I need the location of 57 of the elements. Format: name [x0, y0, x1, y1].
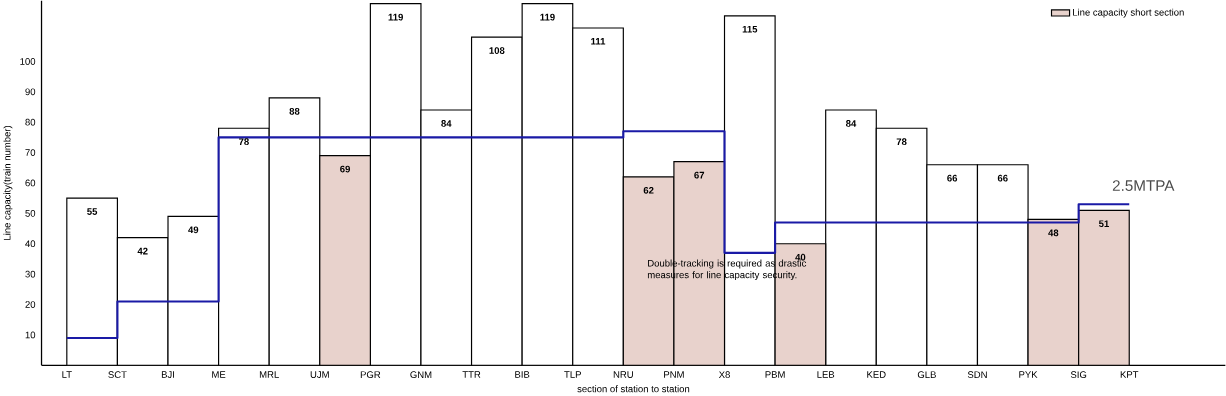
data-label: 62 — [643, 187, 654, 194]
series-label: 2.5MTPA — [1112, 180, 1175, 192]
x-tick-label: BIB — [515, 371, 530, 378]
x-tick-label: KPT — [1120, 371, 1139, 378]
data-label: 119 — [540, 13, 555, 21]
y-tick-label: 10 — [25, 331, 36, 339]
data-label: 66 — [997, 174, 1008, 182]
y-tick-label: 80 — [25, 118, 36, 126]
y-tick-label: 100 — [20, 58, 36, 65]
data-label: 78 — [239, 138, 249, 146]
data-label: 66 — [947, 174, 958, 182]
data-label: 111 — [591, 38, 606, 45]
x-tick-label: PYK — [1019, 371, 1038, 378]
data-label: 55 — [87, 208, 98, 215]
x-tick-label: ME — [212, 371, 226, 378]
data-label: 84 — [441, 120, 452, 127]
y-axis-title: Line capacity(train number) — [3, 126, 13, 240]
data-label: 84 — [845, 120, 857, 127]
x-tick-label: PBM — [765, 371, 785, 378]
data-label: 115 — [742, 26, 758, 33]
data-label: 119 — [388, 13, 403, 21]
data-label: 69 — [340, 165, 351, 173]
data-label: 51 — [1098, 220, 1109, 228]
data-label: 78 — [896, 138, 907, 146]
x-tick-label: LEB — [817, 371, 835, 378]
x-tick-label: BJI — [161, 371, 175, 379]
data-label: 67 — [694, 171, 705, 179]
x-tick-label: PNM — [664, 371, 684, 378]
y-tick-label: 60 — [25, 179, 36, 187]
legend-label: Line capacity short section — [1073, 8, 1184, 18]
x-tick-label: X8 — [718, 371, 730, 379]
data-label: 49 — [188, 226, 199, 234]
x-tick-label: PGR — [360, 371, 381, 379]
x-tick-label: TLP — [564, 371, 581, 378]
x-tick-label: GNM — [410, 371, 432, 379]
data-label: 48 — [1048, 229, 1059, 237]
x-tick-label: NRU — [613, 371, 633, 379]
x-tick-label: LT — [62, 371, 72, 378]
data-label: 40 — [795, 253, 806, 261]
x-tick-label: GLB — [917, 371, 936, 379]
data-label: 108 — [489, 47, 505, 55]
y-tick-label: 70 — [25, 149, 36, 157]
y-tick-label: 50 — [25, 210, 36, 217]
x-tick-label: KED — [867, 371, 886, 378]
x-tick-label: SIG — [1070, 371, 1087, 379]
y-tick-label: 20 — [25, 301, 36, 308]
x-tick-label: MRL — [259, 371, 279, 378]
data-label: 42 — [137, 247, 148, 255]
x-tick-label: TTR — [462, 371, 481, 378]
y-tick-label: 90 — [25, 88, 36, 96]
data-label: 88 — [289, 108, 300, 115]
y-tick-label: 30 — [25, 270, 36, 278]
x-axis-title: section of station to station — [577, 385, 690, 393]
x-tick-label: UJM — [310, 371, 329, 379]
x-tick-label: SDN — [967, 371, 987, 379]
x-tick-label: SCT — [108, 371, 127, 379]
y-tick-label: 40 — [25, 240, 36, 248]
